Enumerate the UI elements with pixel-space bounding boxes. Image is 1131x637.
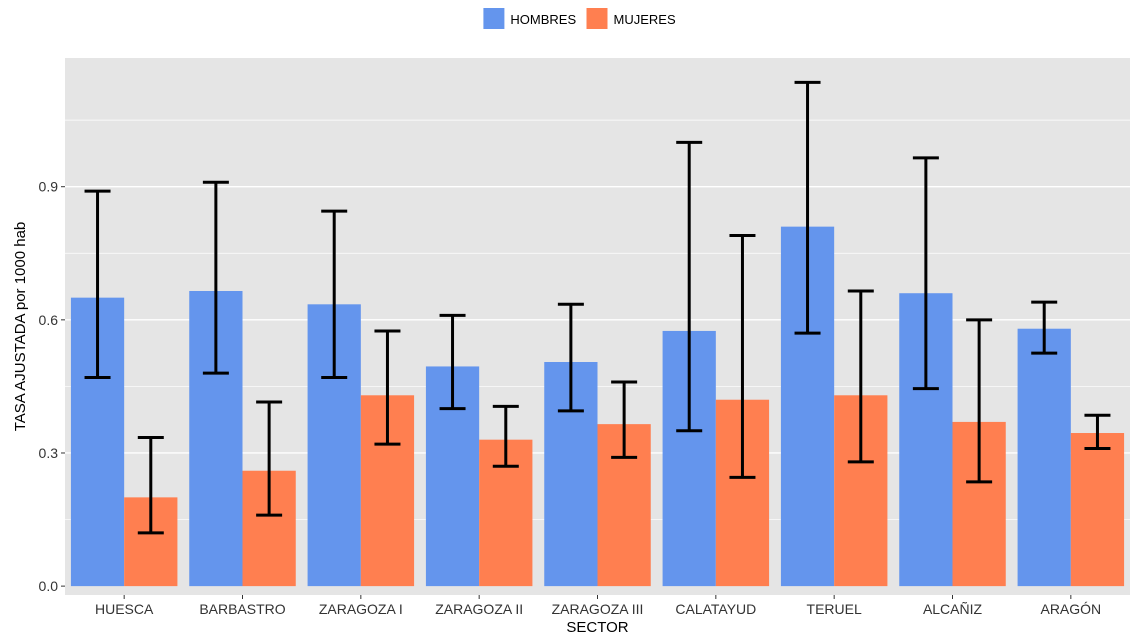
legend-label: MUJERES xyxy=(614,12,676,27)
error-bar-hombres-0 xyxy=(84,189,111,380)
legend-item-mujeres: MUJERES xyxy=(586,8,676,29)
error-bar-mujeres-1 xyxy=(256,400,283,517)
error-bar-mujeres-3 xyxy=(492,404,519,468)
x-tick-label: ZARAGOZA III xyxy=(552,601,644,617)
y-tick-label: 0.3 xyxy=(39,445,59,461)
error-bar-hombres-5 xyxy=(676,140,703,433)
legend-label: HOMBRES xyxy=(510,12,576,27)
x-axis: HUESCA BARBASTRO ZARAGOZA I ZARAGOZA II ZARA… xyxy=(95,595,1101,617)
legend-item-hombres: HOMBRES xyxy=(483,8,576,29)
x-tick-label: HUESCA xyxy=(95,601,154,617)
error-bar-hombres-4 xyxy=(557,302,584,413)
error-bar-mujeres-4 xyxy=(611,380,638,459)
error-bar-hombres-3 xyxy=(439,313,466,411)
error-bar-hombres-1 xyxy=(202,180,229,375)
x-tick-label: ARAGÓN xyxy=(1040,601,1101,617)
x-tick-label: BARBASTRO xyxy=(199,601,285,617)
error-bar-hombres-2 xyxy=(321,209,348,380)
x-tick-label: ALCAÑIZ xyxy=(923,601,983,617)
error-bar-mujeres-5 xyxy=(729,234,756,479)
x-tick-label: ZARAGOZA I xyxy=(319,601,403,617)
error-bars xyxy=(84,80,1111,535)
x-axis-title: SECTOR xyxy=(566,619,628,636)
error-bar-hombres-6 xyxy=(794,80,821,335)
error-bar-mujeres-8 xyxy=(1084,413,1111,451)
y-tick-label: 0.6 xyxy=(39,312,59,328)
y-axis: 0.0 0.3 0.6 0.9 xyxy=(39,179,65,594)
x-tick-label: ZARAGOZA II xyxy=(435,601,523,617)
error-bar-mujeres-0 xyxy=(137,435,164,535)
error-bar-mujeres-6 xyxy=(847,289,874,464)
x-tick-label: CALATAYUD xyxy=(675,601,756,617)
y-tick-label: 0.9 xyxy=(39,179,59,195)
legend-key xyxy=(586,8,608,29)
x-tick-label: TERUEL xyxy=(807,601,862,617)
error-bar-hombres-7 xyxy=(912,156,939,391)
bar-hombres-8 xyxy=(1017,328,1071,587)
legend: HOMBRES MUJERES xyxy=(483,8,676,29)
y-axis-title: TASA AJUSTADA por 1000 hab xyxy=(12,222,29,432)
bar-mujeres-8 xyxy=(1070,433,1125,587)
error-bar-mujeres-7 xyxy=(966,318,993,484)
y-tick-label: 0.0 xyxy=(39,578,59,594)
legend-key xyxy=(483,8,505,29)
error-bar-hombres-8 xyxy=(1031,300,1058,355)
error-bar-mujeres-2 xyxy=(374,329,401,446)
